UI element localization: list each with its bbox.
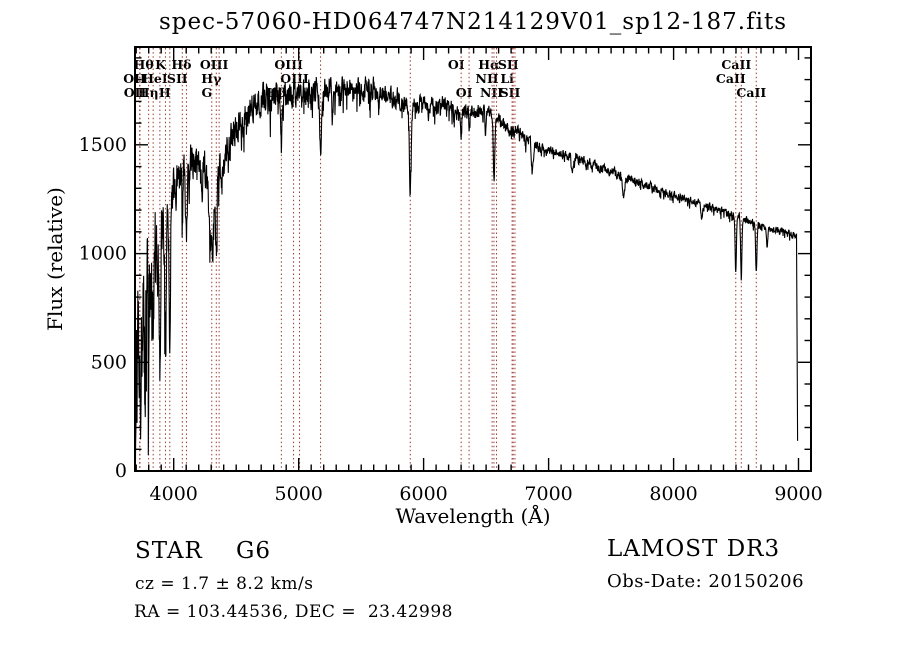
spectral-line-label: OI <box>448 57 465 72</box>
plot-title: spec-57060-HD064747N214129V01_sp12-187.f… <box>158 9 788 35</box>
spectral-line-label: Hη <box>138 85 159 100</box>
spectral-line-label: OI <box>456 85 473 100</box>
spectral-line-label: NII <box>476 71 499 86</box>
spectral-line-label: SII <box>498 57 519 72</box>
spectral-line-label: OIII <box>200 57 229 72</box>
spectral-line-label: CaII <box>721 57 751 72</box>
spectral-line-label: Hγ <box>201 71 222 86</box>
coordinates-label: RA = 103.44536, DEC = 23.42998 <box>134 602 453 622</box>
spectral-line-label: NII <box>480 85 503 100</box>
spectral-line-label: H <box>159 85 171 100</box>
spectral-line-label: CaII <box>716 71 746 86</box>
x-tick-label: 9000 <box>774 483 822 505</box>
survey-name-label: LAMOST DR3 <box>607 536 781 562</box>
x-axis-title: Wavelength (Å) <box>395 504 551 528</box>
spectral-line-label: CaII <box>736 85 766 100</box>
spectral-line-label: SII <box>500 85 521 100</box>
y-tick-label: 1500 <box>79 134 127 156</box>
radial-velocity-label: cz = 1.7 ± 8.2 km/s <box>135 574 314 594</box>
x-tick-label: 7000 <box>524 483 572 505</box>
y-tick-label: 0 <box>115 460 127 482</box>
x-tick-label: 4000 <box>150 483 198 505</box>
x-tick-label: 5000 <box>275 483 323 505</box>
spectral-line-label: Li <box>500 71 514 86</box>
spectral-line-label: K <box>155 57 167 72</box>
object-class-label: STAR G6 <box>135 538 272 564</box>
spectral-line-label: Hθ <box>134 57 154 72</box>
spectrum-trace <box>134 74 799 471</box>
x-tick-label: 6000 <box>399 483 447 505</box>
observation-date-label: Obs-Date: 20150206 <box>607 571 805 592</box>
y-tick-label: 500 <box>91 351 127 373</box>
y-tick-label: 1000 <box>79 243 127 265</box>
plot-frame <box>134 46 812 472</box>
spectral-line-label: G <box>201 85 212 100</box>
spectral-line-label: Hα <box>478 57 500 72</box>
spectral-line-label: HeI <box>142 71 168 86</box>
x-tick-label: 8000 <box>649 483 697 505</box>
